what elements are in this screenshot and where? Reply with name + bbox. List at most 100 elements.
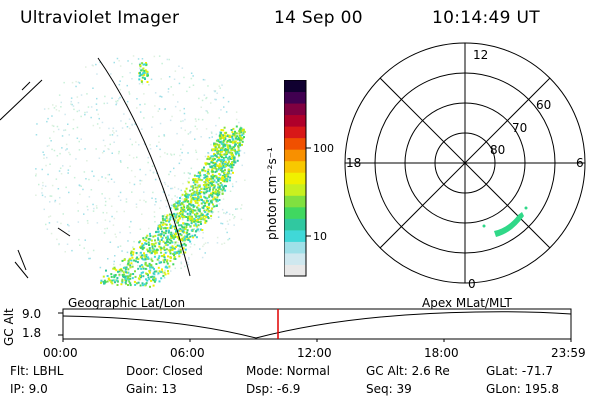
oval-pixel xyxy=(179,213,182,216)
oval-pixel xyxy=(169,223,171,226)
oval-pixel xyxy=(164,223,167,226)
oval-pixel xyxy=(206,178,208,180)
noise-pixel xyxy=(149,148,152,150)
noise-pixel xyxy=(113,61,115,64)
oval-pixel xyxy=(215,139,218,142)
oval-pixel xyxy=(146,234,149,237)
oval-pixel xyxy=(164,227,167,230)
noise-pixel xyxy=(108,197,111,200)
noise-pixel xyxy=(77,221,80,223)
noise-pixel xyxy=(78,109,80,112)
oval-pixel xyxy=(220,184,223,187)
oval-pixel xyxy=(157,230,160,233)
oval-pixel xyxy=(206,162,209,165)
noise-pixel xyxy=(204,79,206,81)
noise-pixel xyxy=(195,120,197,122)
noise-pixel xyxy=(223,242,226,244)
oval-pixel xyxy=(122,271,125,274)
oval-pixel xyxy=(112,267,115,270)
oval-pixel xyxy=(142,275,145,278)
oval-pixel xyxy=(180,206,183,209)
noise-pixel xyxy=(77,102,80,104)
glon-label: GLon: xyxy=(486,382,521,396)
noise-pixel xyxy=(86,205,89,208)
oval-pixel xyxy=(174,232,177,235)
oval-pixel xyxy=(132,253,135,256)
noise-pixel xyxy=(57,188,60,190)
noise-pixel xyxy=(178,82,181,85)
oval-pixel xyxy=(199,174,202,177)
oval-pixel xyxy=(140,267,143,270)
noise-pixel xyxy=(92,210,95,212)
noise-pixel xyxy=(240,218,243,221)
noise-pixel xyxy=(133,183,136,186)
noise-pixel xyxy=(181,151,183,154)
oval-pixel xyxy=(138,278,141,281)
noise-pixel xyxy=(35,173,37,175)
noise-pixel xyxy=(163,277,166,279)
oval-pixel xyxy=(219,151,222,154)
oval-pixel xyxy=(158,255,161,258)
noise-pixel xyxy=(158,141,160,143)
noise-pixel xyxy=(88,196,91,198)
oval-pixel xyxy=(198,172,201,175)
door-value: Closed xyxy=(162,364,203,378)
spot-pixel xyxy=(144,69,147,72)
oval-pixel xyxy=(194,193,197,196)
oval-pixel xyxy=(141,282,144,285)
colorbar-unit-label: photon cm⁻²s⁻¹ xyxy=(265,147,279,240)
oval-pixel xyxy=(151,275,154,278)
oval-pixel xyxy=(218,185,221,187)
noise-pixel xyxy=(218,203,221,205)
oval-pixel xyxy=(180,238,183,241)
noise-pixel xyxy=(104,219,107,221)
oval-pixel xyxy=(228,138,231,141)
oval-pixel xyxy=(202,201,205,204)
noise-pixel xyxy=(167,88,170,90)
noise-pixel xyxy=(180,127,183,129)
lat-label-80: 80 xyxy=(490,143,505,157)
oval-pixel xyxy=(139,251,142,254)
oval-pixel xyxy=(189,215,192,218)
noise-pixel xyxy=(151,126,153,128)
oval-pixel xyxy=(161,217,164,220)
noise-pixel xyxy=(164,152,166,154)
noise-pixel xyxy=(238,121,240,124)
noise-pixel xyxy=(103,232,106,234)
noise-pixel xyxy=(43,208,45,211)
noise-pixel xyxy=(60,101,62,104)
noise-pixel xyxy=(163,245,166,247)
noise-pixel xyxy=(107,180,110,183)
noise-pixel xyxy=(159,241,162,244)
noise-pixel xyxy=(119,263,121,266)
oval-pixel xyxy=(186,219,189,222)
oval-pixel xyxy=(191,220,194,223)
oval-pixel xyxy=(162,219,165,222)
oval-pixel xyxy=(192,205,195,208)
oval-pixel xyxy=(179,210,182,213)
noise-pixel xyxy=(141,83,144,85)
oval-pixel xyxy=(196,206,198,209)
oval-pixel xyxy=(183,238,186,241)
oval-pixel xyxy=(178,229,181,232)
noise-pixel xyxy=(129,232,132,234)
oval-pixel xyxy=(241,134,244,137)
oval-pixel xyxy=(160,270,163,273)
oval-pixel xyxy=(129,282,132,285)
oval-pixel xyxy=(175,206,178,209)
oval-pixel xyxy=(191,192,194,195)
oval-pixel xyxy=(154,234,157,237)
noise-pixel xyxy=(164,183,167,186)
oval-pixel xyxy=(223,153,226,156)
oval-pixel xyxy=(183,216,186,219)
noise-pixel xyxy=(84,111,86,114)
oval-pixel xyxy=(189,235,192,238)
noise-pixel xyxy=(46,120,48,123)
oval-pixel xyxy=(220,188,222,191)
noise-pixel xyxy=(144,103,146,105)
oval-pixel xyxy=(179,233,182,235)
oval-pixel xyxy=(130,259,133,262)
noise-pixel xyxy=(214,98,216,101)
oval-pixel xyxy=(127,263,130,266)
oval-pixel xyxy=(224,189,227,192)
